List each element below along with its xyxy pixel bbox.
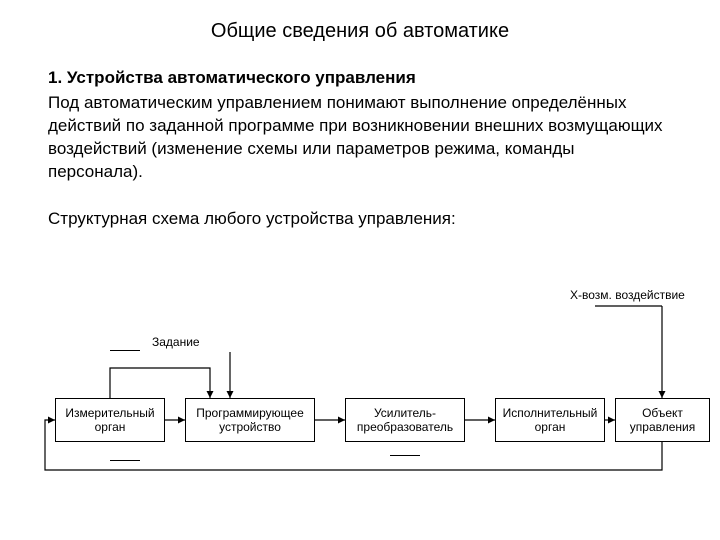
paragraph-1: Под автоматическим управлением понимают … bbox=[48, 92, 672, 184]
label-disturbance: X-возм. воздействие bbox=[570, 288, 685, 302]
node-object: Объект управления bbox=[615, 398, 710, 442]
tick bbox=[110, 350, 140, 351]
section-heading: 1. Устройства автоматического управления bbox=[48, 68, 416, 88]
node-actuator: Исполнительный орган bbox=[495, 398, 605, 442]
node-programming: Программирующее устройство bbox=[185, 398, 315, 442]
tick bbox=[110, 460, 140, 461]
paragraph-2: Структурная схема любого устройства упра… bbox=[48, 208, 672, 231]
label-reference: Задание bbox=[152, 335, 200, 349]
tick bbox=[390, 455, 420, 456]
page-title: Общие сведения об автоматике bbox=[0, 20, 720, 43]
node-measuring: Измерительный орган bbox=[55, 398, 165, 442]
node-amplifier: Усилитель-преобразователь bbox=[345, 398, 465, 442]
